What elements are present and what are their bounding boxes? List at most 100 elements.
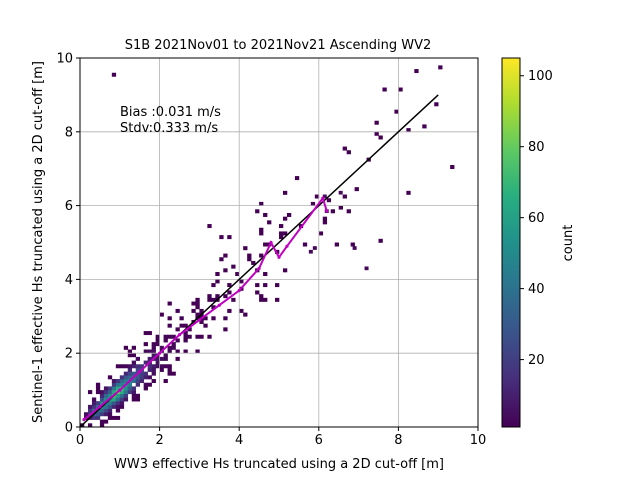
heatmap-cell bbox=[231, 264, 236, 269]
heatmap-cell bbox=[123, 345, 129, 350]
heatmap-cell bbox=[267, 220, 272, 225]
heatmap-cell bbox=[123, 375, 129, 380]
heatmap-cell bbox=[91, 415, 97, 420]
heatmap-cell bbox=[318, 231, 324, 236]
mean-curve-point bbox=[98, 405, 102, 409]
heatmap-cell bbox=[95, 386, 101, 391]
heatmap-cell bbox=[159, 367, 164, 372]
heatmap-cell bbox=[131, 353, 137, 358]
heatmap-cell bbox=[115, 415, 121, 420]
heatmap-cell bbox=[155, 338, 160, 343]
mean-curve-point bbox=[82, 418, 86, 422]
heatmap-cell bbox=[155, 342, 160, 347]
heatmap-cell bbox=[195, 312, 200, 317]
heatmap-cell bbox=[115, 397, 121, 402]
mean-curve-point bbox=[217, 303, 221, 307]
heatmap-cell bbox=[131, 360, 137, 365]
heatmap-cell bbox=[255, 283, 260, 288]
heatmap-cell bbox=[255, 209, 260, 214]
heatmap-cell bbox=[215, 294, 220, 299]
heatmap-cell bbox=[111, 386, 117, 391]
heatmap-cell bbox=[279, 231, 284, 236]
heatmap-cell bbox=[115, 393, 121, 398]
heatmap-cell bbox=[131, 379, 137, 384]
heatmap-cell bbox=[135, 367, 140, 372]
heatmap-cell bbox=[330, 209, 336, 214]
colorbar-ticks: 20 40 60 80 100 bbox=[520, 69, 553, 368]
heatmap-cell bbox=[91, 397, 97, 402]
colorbar-tick-label: 40 bbox=[528, 282, 545, 297]
heatmap-cell bbox=[279, 235, 284, 240]
heatmap-cell bbox=[223, 268, 228, 273]
mean-curve-point bbox=[118, 388, 122, 392]
heatmap-cell bbox=[187, 334, 192, 339]
heatmap-cell bbox=[314, 194, 320, 199]
heatmap-cell bbox=[263, 212, 268, 217]
heatmap-cell bbox=[334, 242, 339, 247]
heatmap-cell bbox=[115, 386, 121, 391]
heatmap-cell bbox=[143, 382, 148, 387]
heatmap-cell bbox=[119, 379, 125, 384]
y-tick-label: 6 bbox=[65, 199, 73, 214]
heatmap-cell bbox=[338, 205, 343, 210]
heatmap-cell bbox=[342, 194, 347, 199]
heatmap-cell bbox=[127, 353, 133, 358]
stdv-annotation: Stdv:0.333 m/s bbox=[120, 121, 218, 136]
colorbar-gradient bbox=[502, 58, 520, 427]
heatmap-cell bbox=[103, 393, 109, 398]
x-tick-label: 4 bbox=[235, 433, 243, 448]
bias-annotation: Bias :0.031 m/s bbox=[120, 105, 221, 120]
heatmap-cell bbox=[406, 190, 411, 195]
heatmap-cell bbox=[207, 297, 212, 302]
heatmap-cell bbox=[310, 201, 316, 206]
heatmap-cell bbox=[259, 231, 264, 236]
heatmap-cell bbox=[171, 371, 176, 376]
heatmap-cell bbox=[135, 364, 140, 369]
heatmap-cell bbox=[155, 360, 160, 365]
heatmap-cell bbox=[211, 283, 216, 288]
mean-curve-point bbox=[269, 240, 273, 245]
heatmap-cell bbox=[259, 253, 264, 258]
heatmap-cell bbox=[119, 390, 125, 395]
heatmap-cell bbox=[215, 272, 220, 277]
heatmap-cell bbox=[123, 397, 129, 402]
colorbar-tick-label: 20 bbox=[528, 353, 545, 368]
heatmap-cell bbox=[171, 334, 176, 339]
heatmap-cell bbox=[183, 331, 188, 336]
heatmap-cell bbox=[107, 375, 113, 380]
heatmap-cell bbox=[354, 187, 359, 192]
heatmap-cell bbox=[127, 371, 133, 376]
heatmap-cell bbox=[147, 375, 152, 380]
heatmap-cell bbox=[263, 242, 268, 247]
heatmap-cell bbox=[223, 253, 228, 258]
heatmap-cell bbox=[394, 109, 399, 114]
mean-curve-point bbox=[325, 209, 329, 213]
heatmap-cell bbox=[115, 401, 121, 406]
heatmap-cell bbox=[135, 356, 140, 361]
heatmap-cell bbox=[131, 345, 137, 350]
heatmap-cell bbox=[199, 308, 204, 313]
heatmap-cell bbox=[119, 404, 125, 409]
heatmap-cell bbox=[115, 404, 121, 409]
heatmap-cell bbox=[247, 253, 252, 258]
y-tick-label: 0 bbox=[65, 421, 73, 436]
heatmap-cell bbox=[95, 415, 101, 420]
heatmap-cell bbox=[219, 235, 224, 240]
heatmap-cell bbox=[135, 397, 140, 402]
mean-curve-point bbox=[277, 255, 281, 259]
heatmap-cell bbox=[175, 327, 180, 332]
heatmap-cell bbox=[163, 334, 168, 339]
heatmap-cell bbox=[103, 404, 109, 409]
heatmap-cell bbox=[167, 345, 172, 350]
line-layer bbox=[80, 94, 439, 427]
heatmap-cell bbox=[175, 338, 180, 343]
heatmap-cell bbox=[99, 423, 105, 427]
heatmap-cell bbox=[127, 390, 133, 395]
heatmap-cell bbox=[167, 334, 172, 339]
heatmap-cell bbox=[195, 297, 200, 302]
heatmap-cell bbox=[107, 408, 113, 413]
heatmap-cell bbox=[227, 283, 232, 288]
heatmap-cell bbox=[414, 69, 419, 74]
heatmap-cell bbox=[87, 423, 93, 427]
heatmap-cell bbox=[115, 408, 121, 413]
